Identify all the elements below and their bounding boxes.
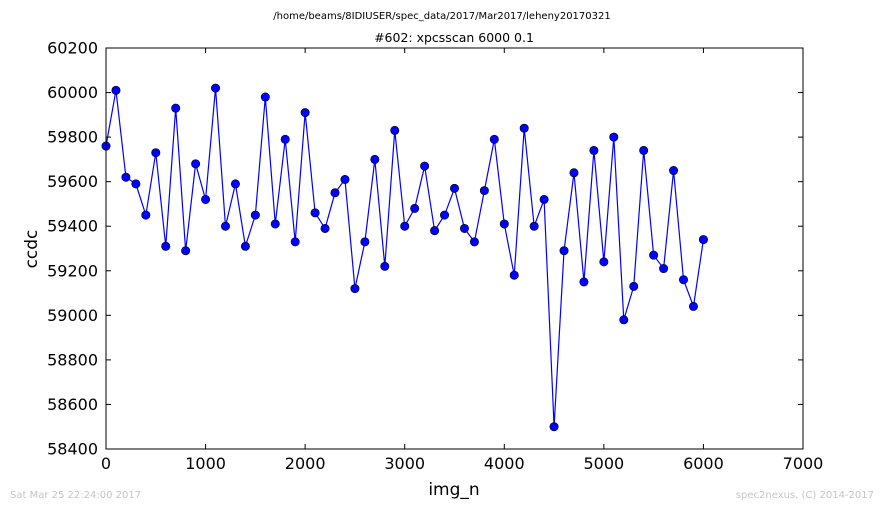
y-tick-label: 58800 — [47, 350, 98, 369]
data-point — [211, 83, 221, 93]
data-point — [430, 226, 440, 236]
y-tick-label: 59200 — [47, 261, 98, 280]
data-point — [131, 179, 141, 189]
data-point — [688, 301, 698, 311]
y-tick-label: 59000 — [47, 306, 98, 325]
x-tick-label: 7000 — [783, 454, 824, 473]
data-point — [300, 108, 310, 118]
y-axis-ticks: 58400 58600 58800 59000 59200 59400 59600 59800… — [47, 39, 803, 459]
data-point — [599, 257, 609, 267]
data-point — [111, 85, 121, 95]
data-point — [320, 223, 330, 233]
x-tick-label: 1000 — [185, 454, 226, 473]
y-tick-label: 58400 — [47, 440, 98, 459]
data-point — [121, 172, 131, 182]
data-point — [270, 219, 280, 229]
x-tick-label: 0 — [101, 454, 111, 473]
data-point — [370, 154, 380, 164]
data-point — [679, 275, 689, 285]
data-point — [280, 134, 290, 144]
data-point — [449, 183, 459, 193]
footer-credit: spec2nexus, (C) 2014-2017 — [736, 490, 874, 501]
data-point — [350, 284, 360, 294]
data-point — [360, 237, 370, 247]
x-tick-label: 2000 — [285, 454, 326, 473]
x-tick-label: 6000 — [683, 454, 724, 473]
figure-path-title: /home/beams/8IDIUSER/spec_data/2017/Mar2… — [273, 11, 610, 22]
data-point — [519, 123, 529, 133]
x-tick-label: 3000 — [384, 454, 425, 473]
y-tick-label: 59600 — [47, 172, 98, 191]
data-point — [549, 422, 559, 432]
data-point — [499, 219, 509, 229]
data-point — [240, 241, 250, 251]
data-point — [171, 103, 181, 113]
data-point — [330, 188, 340, 198]
footer-timestamp: Sat Mar 25 22:24:00 2017 — [10, 490, 141, 501]
data-point — [161, 241, 171, 251]
data-point — [250, 210, 260, 220]
data-point — [310, 208, 320, 218]
data-point — [380, 261, 390, 271]
data-point — [141, 210, 151, 220]
data-series — [101, 83, 708, 432]
x-tick-label: 4000 — [484, 454, 525, 473]
data-point — [340, 174, 350, 184]
data-point — [659, 264, 669, 274]
data-point — [489, 134, 499, 144]
x-tick-label: 5000 — [583, 454, 624, 473]
data-point — [589, 145, 599, 155]
data-point — [619, 315, 629, 325]
data-point — [569, 168, 579, 178]
data-point — [629, 281, 639, 291]
data-point — [181, 246, 191, 256]
y-tick-label: 59400 — [47, 217, 98, 236]
y-tick-label: 60000 — [47, 83, 98, 102]
x-axis-label: img_n — [428, 480, 479, 500]
data-point — [440, 210, 450, 220]
data-point — [649, 250, 659, 260]
data-point — [579, 277, 589, 287]
data-point — [559, 246, 569, 256]
data-point — [509, 270, 519, 280]
data-point — [290, 237, 300, 247]
data-point — [220, 221, 230, 231]
y-axis-label: ccdc — [22, 230, 42, 269]
data-point — [230, 179, 240, 189]
data-point — [410, 203, 420, 213]
data-point — [669, 166, 679, 176]
data-point — [479, 186, 489, 196]
data-point — [639, 145, 649, 155]
data-point — [191, 159, 201, 169]
plot-frame — [105, 47, 804, 450]
data-point — [400, 221, 410, 231]
data-point — [539, 194, 549, 204]
x-axis-ticks: 0 1000 2000 3000 4000 5000 6000 7000 — [101, 48, 823, 473]
data-point — [260, 92, 270, 102]
data-point — [529, 221, 539, 231]
plot-title: #602: xpcsscan 6000 0.1 — [374, 30, 534, 45]
data-point — [698, 235, 708, 245]
y-tick-label: 59800 — [47, 128, 98, 147]
data-point — [459, 223, 469, 233]
data-point — [390, 125, 400, 135]
data-point — [201, 194, 211, 204]
data-point — [469, 237, 479, 247]
data-point — [420, 161, 430, 171]
data-point — [151, 148, 161, 158]
y-tick-label: 58600 — [47, 395, 98, 414]
y-tick-label: 60200 — [47, 39, 98, 58]
data-point — [609, 132, 619, 142]
